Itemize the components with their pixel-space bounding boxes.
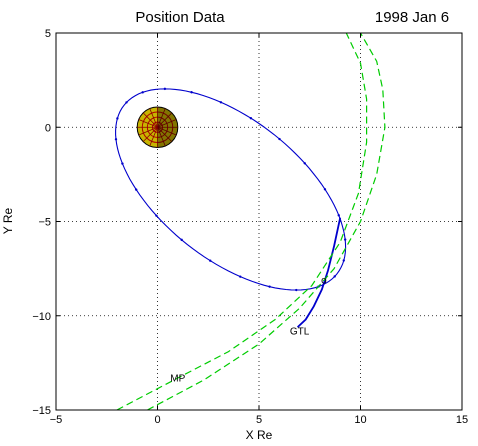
x-tick-label: −5: [50, 414, 63, 426]
orbit-marker: [163, 87, 167, 91]
y-tick-label: −15: [32, 405, 51, 417]
orbit-marker: [342, 259, 345, 262]
plot-content: [114, 33, 386, 410]
x-tick-label: 15: [456, 414, 468, 426]
earth-night-side: [157, 106, 178, 148]
annotation-label: o: [321, 276, 327, 287]
orbit-marker: [141, 91, 144, 94]
orbit-marker: [209, 259, 212, 262]
y-tick-label: 0: [45, 122, 51, 134]
boundary-line: [116, 33, 368, 410]
boundary-line: [147, 33, 386, 410]
annotation-label: GTL: [290, 327, 310, 338]
grid-lines: [56, 33, 462, 410]
annotation-label: MP: [170, 374, 185, 385]
orbit-marker: [155, 214, 158, 217]
orbit-marker: [116, 117, 119, 120]
orbit-marker: [337, 214, 340, 217]
orbit-marker: [121, 162, 124, 165]
orbit-marker: [239, 275, 242, 278]
chart-date: 1998 Jan 6: [375, 9, 449, 26]
axis-ticks: −5 0 5 10 15 −15 −10 −5 0 5: [32, 28, 468, 426]
orbit-marker: [249, 117, 253, 120]
y-tick-label: −5: [38, 217, 51, 229]
orbit-marker: [114, 138, 118, 141]
orbit-marker: [333, 275, 336, 278]
chart-title: Position Data: [135, 9, 225, 26]
y-tick-label: 5: [45, 28, 51, 40]
orbit-marker: [219, 101, 223, 104]
orbit-marker: [323, 188, 327, 191]
x-tick-label: 5: [256, 414, 262, 426]
x-tick-label: 10: [354, 414, 366, 426]
orbit-marker: [190, 91, 193, 94]
orbit-marker: [278, 137, 281, 141]
orbit-marker: [125, 101, 128, 104]
trajectory-line: [296, 217, 342, 328]
orbit-marker: [295, 288, 298, 292]
orbit-marker: [303, 162, 306, 165]
x-tick-label: 0: [154, 414, 160, 426]
orbit-marker: [268, 285, 271, 288]
earth-meridian: [138, 119, 177, 136]
y-tick-label: −10: [32, 311, 51, 323]
x-axis-label: X Re: [246, 428, 273, 442]
y-axis-label: Y Re: [1, 207, 15, 234]
orbit-marker: [180, 238, 183, 242]
orbit-marker: [343, 238, 347, 241]
orbit-marker: [134, 188, 138, 191]
annotations: MP GTL o: [170, 276, 327, 385]
